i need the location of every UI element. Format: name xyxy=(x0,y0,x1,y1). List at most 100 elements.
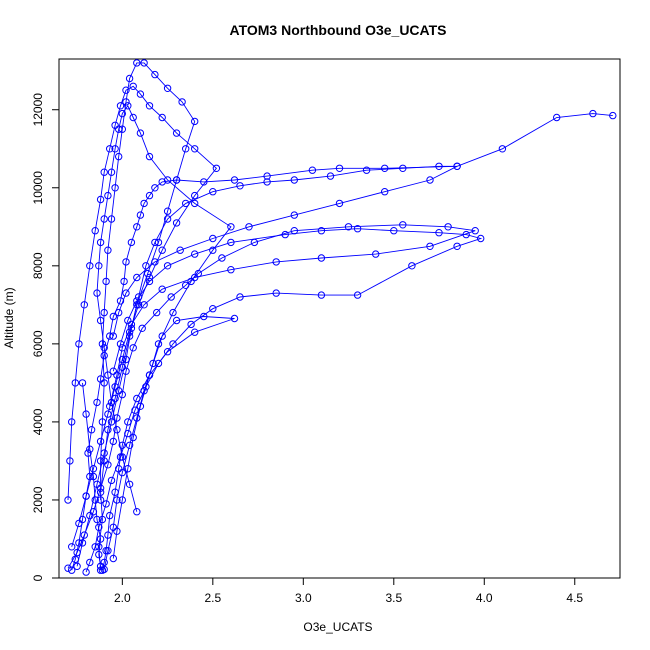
data-point xyxy=(96,535,105,543)
data-point xyxy=(227,223,235,231)
data-point xyxy=(353,291,362,299)
data-point xyxy=(96,437,105,446)
data-point xyxy=(151,238,159,247)
data-point xyxy=(176,246,184,254)
data-point xyxy=(200,312,208,321)
data-point xyxy=(200,178,208,186)
series-5 xyxy=(78,312,239,574)
data-point xyxy=(122,98,130,106)
data-point xyxy=(118,453,127,461)
series-line xyxy=(96,104,232,559)
data-point xyxy=(86,445,94,453)
data-point xyxy=(230,314,239,323)
data-point xyxy=(498,145,507,153)
data-point xyxy=(353,225,362,233)
data-point xyxy=(71,379,80,387)
data-point xyxy=(408,262,416,270)
data-point xyxy=(109,437,118,446)
data-point xyxy=(102,277,110,286)
data-point xyxy=(158,113,166,122)
series-1 xyxy=(68,109,617,574)
data-point xyxy=(335,199,344,208)
data-point xyxy=(317,227,326,235)
data-point xyxy=(140,59,148,67)
data-point xyxy=(145,273,154,282)
data-point xyxy=(158,246,166,254)
data-point xyxy=(86,262,94,270)
data-point xyxy=(191,191,199,200)
data-point xyxy=(120,277,128,286)
data-point xyxy=(471,227,479,235)
data-point xyxy=(109,332,118,340)
data-point xyxy=(104,461,112,469)
data-point xyxy=(82,410,90,418)
series-line xyxy=(67,85,218,547)
data-point xyxy=(227,238,235,247)
data-point xyxy=(64,564,72,572)
data-point xyxy=(109,367,118,375)
data-point xyxy=(129,82,137,91)
data-point xyxy=(84,449,92,457)
data-point xyxy=(390,227,398,235)
data-point xyxy=(453,162,461,171)
data-point xyxy=(111,383,119,391)
data-point xyxy=(133,59,141,67)
data-point xyxy=(107,168,116,176)
data-point xyxy=(115,308,123,317)
data-point xyxy=(172,219,181,227)
data-point xyxy=(116,340,125,348)
data-point xyxy=(104,246,112,254)
data-point xyxy=(191,145,199,153)
data-point xyxy=(136,129,145,137)
data-point xyxy=(75,340,83,348)
data-point xyxy=(191,328,199,336)
data-point xyxy=(111,184,119,192)
data-point xyxy=(133,508,141,516)
series-line xyxy=(85,228,483,573)
data-point xyxy=(136,211,145,219)
data-point xyxy=(82,568,90,576)
data-point xyxy=(93,515,101,524)
data-point xyxy=(272,289,280,297)
series-line xyxy=(71,113,613,571)
data-point xyxy=(290,176,298,184)
data-point xyxy=(118,363,127,371)
data-point xyxy=(399,164,407,173)
data-point xyxy=(163,176,172,184)
data-point xyxy=(86,511,94,520)
data-point xyxy=(107,476,116,485)
data-point xyxy=(91,543,99,551)
data-point xyxy=(182,199,190,208)
data-point xyxy=(100,308,108,317)
data-point xyxy=(86,558,94,567)
data-point xyxy=(335,164,344,173)
data-point xyxy=(68,566,76,574)
data-point xyxy=(124,465,132,473)
data-point xyxy=(163,84,172,93)
data-point xyxy=(118,496,127,504)
data-point xyxy=(326,172,335,180)
data-point xyxy=(100,449,108,457)
data-point xyxy=(129,433,137,442)
y-axis-label: Altitude (m) xyxy=(2,287,16,348)
data-point xyxy=(122,289,130,297)
series-6 xyxy=(73,162,461,570)
x-axis: 2.0 2.5 3.0 3.5 4.0 4.5 xyxy=(114,577,583,605)
data-point xyxy=(89,472,98,481)
data-point xyxy=(158,285,166,293)
data-point xyxy=(68,418,76,426)
data-point xyxy=(142,262,150,270)
data-point xyxy=(106,332,114,340)
data-point xyxy=(124,316,132,325)
y-tick-label: 2000 xyxy=(31,486,45,513)
data-point xyxy=(149,359,157,368)
data-point xyxy=(236,293,244,301)
data-point xyxy=(136,90,145,98)
x-tick-label: 4.5 xyxy=(566,591,583,605)
data-point xyxy=(426,242,434,251)
plot-frame xyxy=(58,58,621,579)
data-point xyxy=(191,250,199,258)
data-point xyxy=(113,527,121,535)
y-tick-label: 10000 xyxy=(31,171,45,205)
data-point xyxy=(102,500,110,508)
